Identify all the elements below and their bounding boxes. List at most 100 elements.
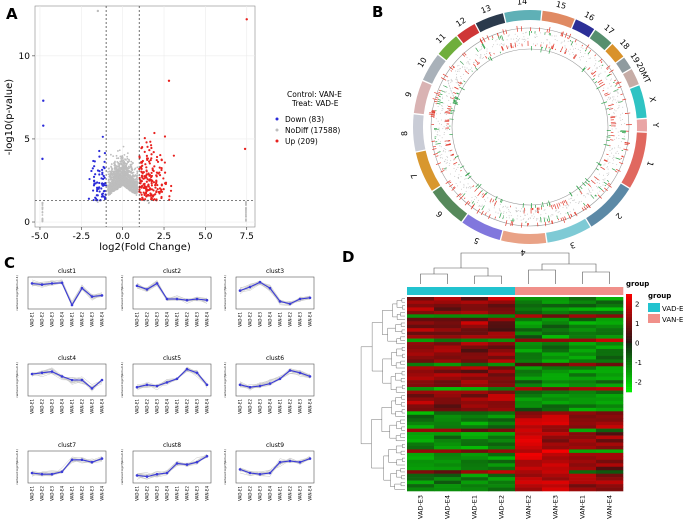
colorbar-step bbox=[626, 384, 632, 388]
cluster-centroid-point bbox=[60, 281, 64, 285]
heatmap-cell bbox=[542, 307, 570, 312]
volcano-up-point bbox=[163, 161, 166, 164]
volcano-up-point bbox=[149, 192, 152, 195]
circos-scatter-dot bbox=[550, 215, 552, 217]
heatmap-cell bbox=[434, 324, 462, 329]
circos-scatter-dot bbox=[610, 85, 612, 87]
circos-scatter-dot bbox=[485, 200, 487, 202]
heatmap-cell bbox=[461, 359, 489, 364]
circos-scatter-dot bbox=[486, 48, 488, 50]
circos-scatter-dot bbox=[521, 208, 523, 210]
heatmap-cell bbox=[596, 335, 624, 339]
heatmap-cell bbox=[488, 449, 516, 454]
circos-scatter-dot bbox=[618, 153, 620, 155]
circos-scatter-dot bbox=[464, 68, 466, 70]
circos-track-bar bbox=[544, 221, 547, 227]
heatmap-cell bbox=[461, 432, 489, 436]
volcano-up-point bbox=[156, 160, 160, 163]
circos-scatter-dot bbox=[592, 69, 594, 71]
colorbar-step bbox=[626, 382, 632, 385]
circos-scatter-dot bbox=[520, 210, 522, 212]
heatmap-cell bbox=[542, 428, 570, 433]
volcano-nodiff-point bbox=[111, 167, 113, 170]
heatmap-cell bbox=[542, 390, 570, 395]
heatmap-cell bbox=[434, 348, 462, 353]
circos-track-bar bbox=[481, 205, 485, 211]
circos-scatter-dot bbox=[586, 193, 588, 195]
circos-scatter-dot bbox=[513, 38, 515, 40]
circos-scatter-dot bbox=[566, 206, 568, 208]
dendrogram-link bbox=[541, 263, 597, 272]
heatmap-cell bbox=[596, 414, 624, 419]
circos-track-bar bbox=[564, 216, 567, 221]
cluster-centroid-point bbox=[238, 383, 242, 387]
heatmap-cell bbox=[461, 428, 489, 433]
chromosome-segment-13 bbox=[475, 13, 506, 33]
circos-scatter-dot bbox=[617, 131, 619, 133]
circos-scatter-dot bbox=[503, 43, 505, 45]
circos-scatter-dot bbox=[508, 208, 510, 210]
circos-track-bar bbox=[605, 108, 609, 110]
circos-scatter-dot bbox=[448, 93, 450, 95]
circos-scatter-dot bbox=[613, 96, 615, 98]
cluster-x-tick-label: VAN-E1 bbox=[175, 312, 180, 327]
circos-scatter-dot bbox=[535, 210, 537, 212]
heatmap-cell bbox=[515, 310, 543, 315]
volcano-nodiff-point bbox=[110, 176, 112, 179]
volcano-outlier-point bbox=[245, 18, 248, 21]
heatmap-cell bbox=[434, 432, 462, 436]
cluster-centroid-point bbox=[288, 369, 292, 372]
cluster-x-tick-label: VAD-E4 bbox=[268, 399, 273, 414]
heatmap-cell bbox=[434, 369, 462, 374]
circos-track-bar bbox=[548, 48, 551, 54]
heatmap-cell bbox=[434, 310, 462, 315]
volcano-nodiff-cloud bbox=[41, 145, 247, 223]
volcano-down-point bbox=[101, 135, 104, 138]
circos-scatter-dot bbox=[437, 120, 439, 122]
heatmap-column-label: VAN-E1 bbox=[579, 495, 587, 519]
colorbar-step bbox=[626, 389, 632, 393]
heatmap-cell bbox=[461, 390, 489, 395]
circos-track-bar bbox=[604, 184, 607, 187]
cluster-centroid-line bbox=[31, 282, 103, 307]
circos-scatter-dot bbox=[506, 207, 508, 209]
heatmap-cell bbox=[434, 480, 462, 485]
circos-scatter-dot bbox=[448, 141, 450, 143]
circos-track-bar bbox=[432, 98, 438, 101]
heatmap-cell bbox=[515, 314, 543, 319]
circos-scatter-dot bbox=[588, 188, 590, 190]
heatmap-cell bbox=[515, 449, 543, 454]
circos-scatter-dot bbox=[620, 114, 622, 116]
expression-heatmap: VAD-E3 VAD-E4 VAD-E1 VAD-E2 VAN-E2 VAN-E3 VAN-… bbox=[360, 252, 683, 519]
cluster-centroid-point bbox=[175, 297, 179, 301]
circos-scatter-dot bbox=[619, 100, 621, 102]
volcano-nodiff-point bbox=[122, 162, 125, 165]
circos-track-bar bbox=[436, 102, 441, 105]
heatmap-cell bbox=[461, 480, 489, 485]
colorbar-step bbox=[626, 330, 632, 334]
circos-scatter-dot bbox=[480, 45, 482, 47]
circos-scatter-dot bbox=[615, 90, 617, 92]
circos-scatter-dot bbox=[574, 55, 576, 57]
volcano-nodiff-point bbox=[128, 167, 131, 169]
legend-up-marker bbox=[275, 139, 279, 143]
cluster-centroid-point bbox=[30, 471, 34, 475]
circos-scatter-dot bbox=[457, 82, 459, 84]
cluster-centroid-point bbox=[135, 284, 139, 288]
heatmap-cell bbox=[515, 466, 543, 471]
cluster-centroid-point bbox=[70, 303, 74, 307]
heatmap-cell bbox=[488, 328, 516, 332]
circos-scatter-dot bbox=[440, 146, 442, 148]
circos-scatter-dot bbox=[443, 133, 445, 135]
heatmap-cell bbox=[569, 321, 597, 326]
heatmap-cell bbox=[569, 383, 597, 388]
circos-track-bar bbox=[437, 101, 444, 104]
circos-track-bar bbox=[435, 162, 442, 165]
heatmap-cell bbox=[515, 394, 543, 398]
circos-scatter-dot bbox=[569, 211, 571, 213]
volcano-down-point bbox=[98, 190, 101, 193]
heatmap-cell bbox=[461, 466, 489, 471]
volcano-nodiff-point bbox=[41, 220, 44, 223]
heatmap-cell bbox=[596, 324, 624, 329]
circos-scatter-dot bbox=[560, 49, 562, 51]
